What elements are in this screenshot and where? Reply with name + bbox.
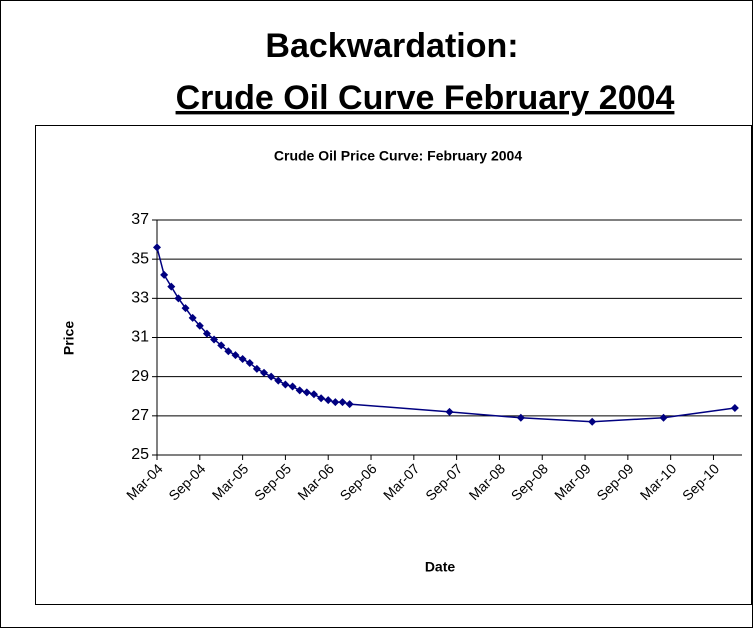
data-point bbox=[160, 270, 169, 279]
data-point bbox=[588, 417, 597, 426]
data-point bbox=[181, 304, 190, 313]
y-tick-label: 27 bbox=[131, 407, 149, 424]
slide-title: Backwardation: bbox=[265, 27, 518, 65]
slide-title: Crude Oil Curve February 2004 bbox=[176, 79, 675, 117]
data-point bbox=[267, 372, 276, 381]
data-point bbox=[730, 404, 739, 412]
data-point bbox=[331, 398, 340, 407]
data-point bbox=[224, 347, 233, 356]
data-point bbox=[153, 243, 161, 252]
y-tick-label: 33 bbox=[131, 290, 149, 307]
y-axis-label: Price bbox=[61, 321, 77, 355]
data-point bbox=[210, 335, 219, 344]
data-point bbox=[295, 386, 304, 395]
data-point bbox=[195, 321, 204, 330]
data-point bbox=[309, 390, 318, 399]
chart-frame bbox=[35, 125, 752, 605]
data-point bbox=[174, 294, 183, 303]
data-point bbox=[245, 358, 254, 367]
data-point bbox=[252, 364, 261, 373]
chart-title: Crude Oil Price Curve: February 2004 bbox=[274, 148, 522, 164]
y-tick-label: 37 bbox=[131, 211, 149, 228]
data-point bbox=[317, 394, 326, 403]
y-tick-label: 29 bbox=[131, 368, 149, 385]
y-tick-label: 25 bbox=[131, 446, 149, 463]
data-point bbox=[288, 382, 297, 391]
data-point bbox=[338, 398, 347, 407]
y-tick-label: 31 bbox=[131, 329, 149, 346]
data-point bbox=[167, 282, 176, 291]
data-point bbox=[445, 407, 454, 416]
y-tick-label: 35 bbox=[131, 250, 149, 267]
data-point bbox=[188, 313, 197, 322]
data-point bbox=[345, 400, 354, 409]
data-point bbox=[274, 376, 283, 385]
x-axis-label: Date bbox=[425, 559, 456, 575]
data-point bbox=[302, 388, 311, 397]
data-point bbox=[324, 396, 333, 405]
data-point bbox=[281, 380, 290, 389]
data-point bbox=[659, 413, 668, 422]
data-point bbox=[202, 329, 211, 338]
data-point bbox=[217, 341, 226, 350]
data-point bbox=[238, 355, 247, 364]
data-point bbox=[260, 368, 269, 377]
data-point bbox=[231, 351, 240, 360]
data-point bbox=[516, 413, 525, 422]
